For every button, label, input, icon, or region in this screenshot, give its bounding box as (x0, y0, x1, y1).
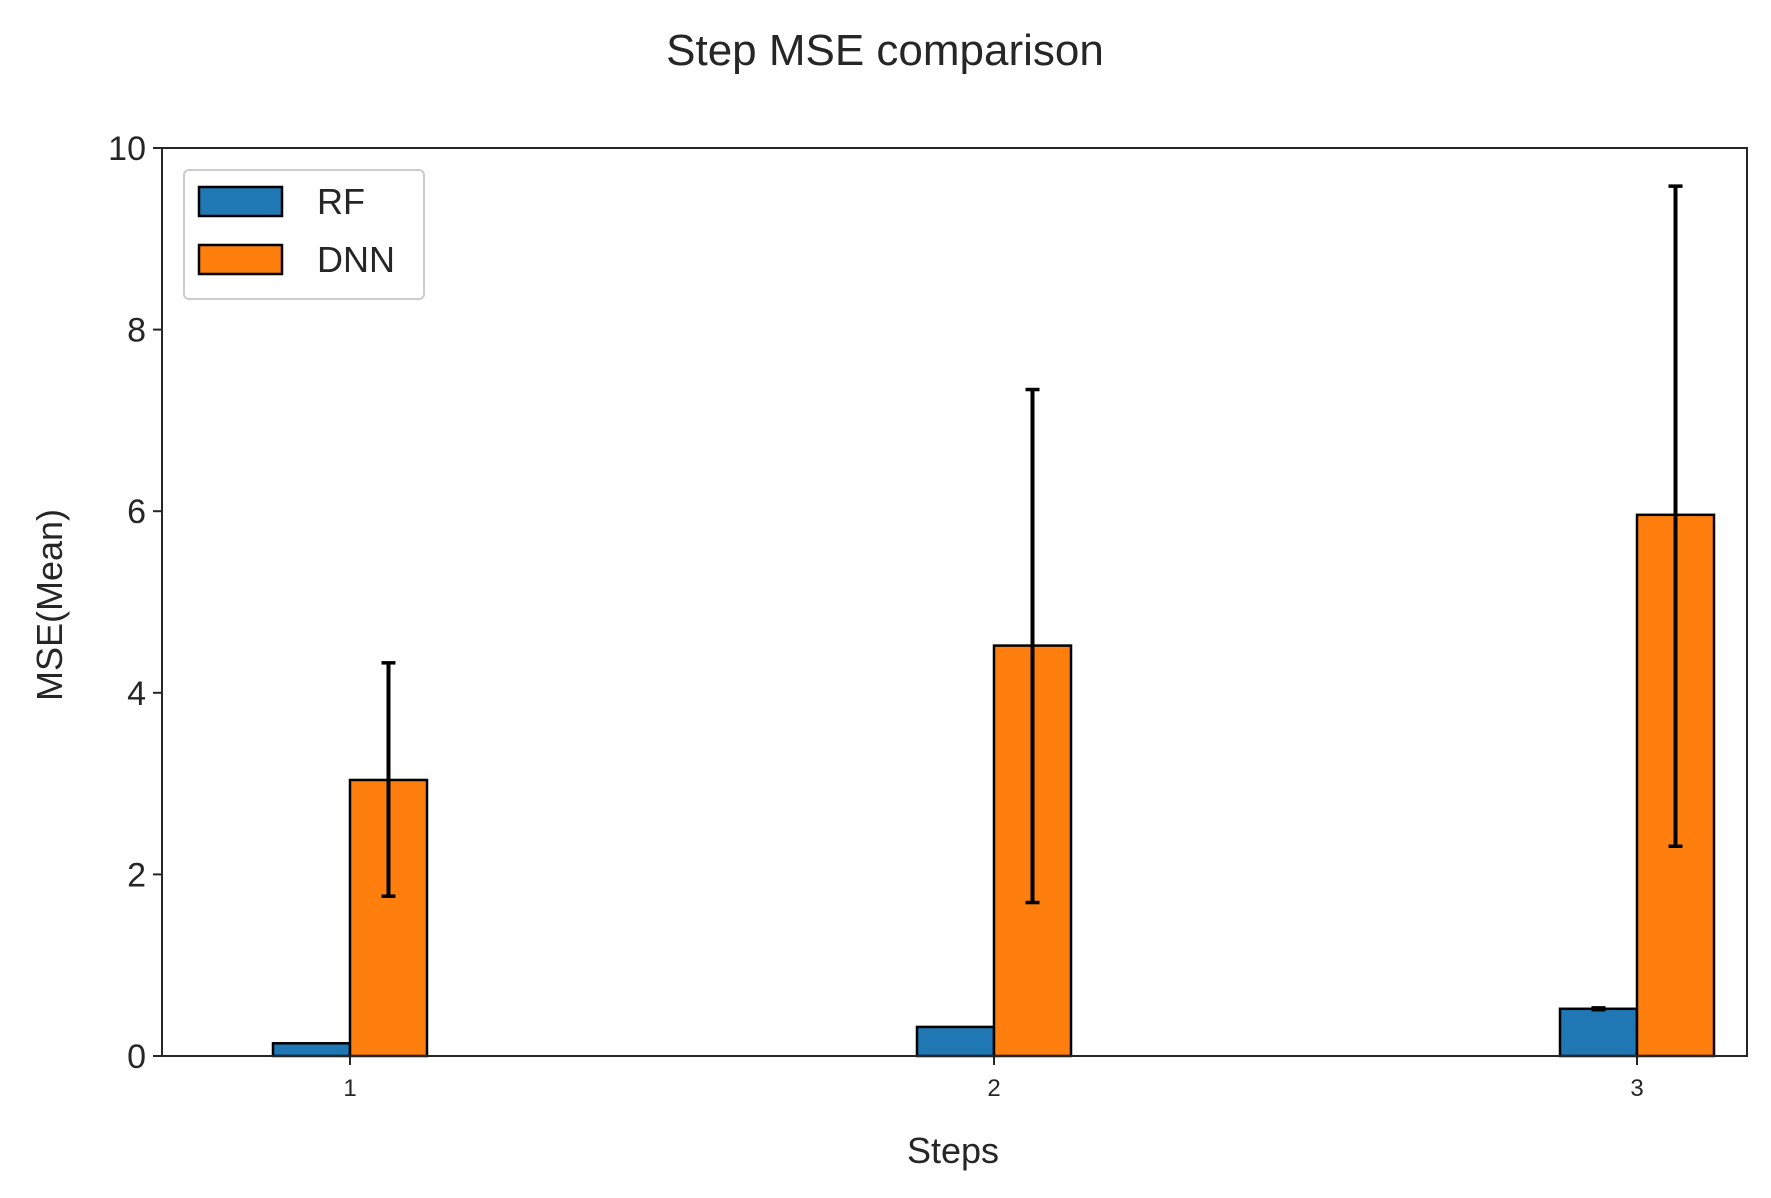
y-axis-label: MSE(Mean) (29, 509, 70, 701)
bar-rf-step-3 (1558, 1007, 1639, 1058)
bar-rf-step-1 (271, 1042, 352, 1058)
y-tick-label: 0 (127, 1038, 146, 1076)
legend-label-dnn: DNN (317, 239, 395, 280)
legend-swatch-rf (197, 185, 284, 218)
y-tick-label: 10 (108, 130, 146, 168)
y-tick-label: 6 (127, 493, 146, 531)
error-bar-dnn-step-3 (1668, 184, 1683, 849)
y-tick-label: 2 (127, 856, 146, 894)
plot-frame (161, 147, 1748, 1057)
legend: RF DNN (183, 169, 425, 300)
x-tick-label: 2 (987, 1075, 1000, 1102)
chart-title: Step MSE comparison (666, 26, 1104, 75)
legend-swatch-dnn (197, 243, 284, 276)
y-tick-label: 4 (127, 675, 146, 713)
error-bar-dnn-step-2 (1025, 387, 1040, 905)
x-tick-label: 3 (1630, 1075, 1643, 1102)
y-tick-label: 8 (127, 312, 146, 350)
legend-label-rf: RF (317, 181, 365, 222)
error-bar-rf-step-3 (1591, 1006, 1606, 1012)
x-tick-label: 1 (343, 1075, 356, 1102)
bar-rf-step-2 (915, 1025, 996, 1058)
x-axis-label: Steps (907, 1130, 999, 1171)
error-bar-dnn-step-1 (381, 661, 396, 898)
